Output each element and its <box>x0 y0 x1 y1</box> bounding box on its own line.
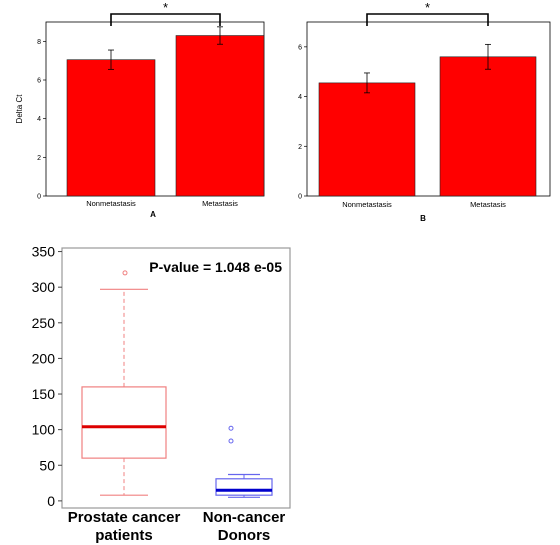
y-tick-label: 250 <box>32 315 56 331</box>
outlier-point <box>122 270 128 276</box>
y-tick-label: 2 <box>37 155 41 162</box>
outlier-point <box>228 425 234 431</box>
plot-frame <box>61 247 291 509</box>
y-tick-label: 6 <box>37 78 41 85</box>
y-tick-label: 2 <box>298 144 302 151</box>
significance-star: * <box>425 0 430 15</box>
panel-label: B <box>420 214 426 223</box>
p-value-annotation: P-value = 1.048 e-05 <box>149 259 282 275</box>
box <box>215 478 273 496</box>
y-axis-label: Delta Ct <box>15 94 24 124</box>
y-tick-label: 200 <box>32 350 56 366</box>
y-tick-label: 4 <box>37 116 41 123</box>
outlier-point <box>228 438 234 444</box>
y-tick-label: 4 <box>298 94 302 101</box>
bar <box>439 56 537 197</box>
y-tick-label: 0 <box>37 194 41 201</box>
category-label: Metastasis <box>470 200 506 209</box>
bar <box>175 35 265 197</box>
y-tick-label: 0 <box>298 194 302 201</box>
category-label: Non-cancer <box>203 509 286 526</box>
bar <box>318 82 416 197</box>
significance-bracket <box>366 13 489 26</box>
bar <box>66 59 156 197</box>
category-label: Nonmetastasis <box>86 199 136 208</box>
significance-bracket <box>110 13 221 26</box>
y-tick-label: 6 <box>298 44 302 51</box>
category-label: Metastasis <box>202 199 238 208</box>
y-tick-label: 350 <box>32 244 56 260</box>
y-tick-label: 300 <box>32 279 56 295</box>
category-label: Donors <box>218 527 271 544</box>
y-tick-label: 0 <box>47 493 55 509</box>
y-tick-label: 8 <box>37 39 41 46</box>
category-label: Prostate cancer <box>68 509 181 526</box>
plot-frame <box>306 21 551 197</box>
category-label: patients <box>95 527 153 544</box>
box <box>81 386 167 459</box>
y-tick-label: 150 <box>32 386 56 402</box>
category-label: Nonmetastasis <box>342 200 392 209</box>
y-tick-label: 100 <box>32 422 56 438</box>
y-tick-label: 50 <box>39 457 55 473</box>
significance-star: * <box>163 0 168 15</box>
panel-label: A <box>150 210 156 219</box>
